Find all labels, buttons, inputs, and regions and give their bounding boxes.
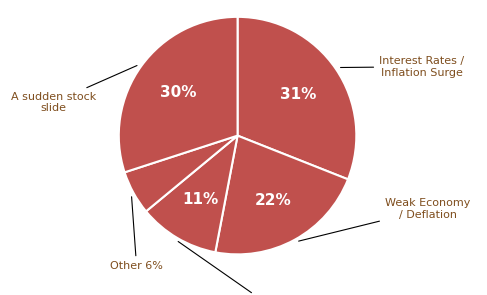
Text: 31%: 31% xyxy=(281,87,317,102)
Text: 11%: 11% xyxy=(182,191,218,206)
Text: 30%: 30% xyxy=(160,85,196,100)
Text: 22%: 22% xyxy=(255,193,291,208)
Text: Disaster / War
sparks panic: Disaster / War sparks panic xyxy=(178,242,312,295)
Text: Other 6%: Other 6% xyxy=(110,197,163,271)
Text: Interest Rates /
Inflation Surge: Interest Rates / Inflation Surge xyxy=(340,56,464,78)
Wedge shape xyxy=(238,17,356,179)
Wedge shape xyxy=(119,17,238,172)
Text: A sudden stock
slide: A sudden stock slide xyxy=(11,65,137,113)
Wedge shape xyxy=(125,136,238,211)
Wedge shape xyxy=(146,136,238,252)
Wedge shape xyxy=(215,136,348,254)
Text: Weak Economy
/ Deflation: Weak Economy / Deflation xyxy=(299,199,470,241)
